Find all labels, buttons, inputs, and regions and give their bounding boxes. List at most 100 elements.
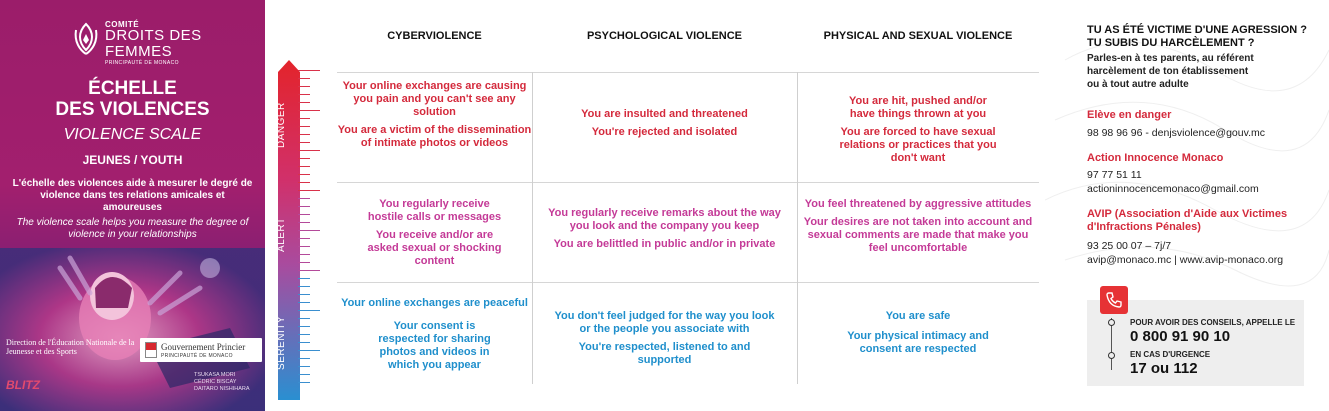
scale-tick: [298, 182, 310, 183]
scale-tick: [298, 310, 320, 311]
scale-tick: [298, 78, 310, 79]
scale-tick: [298, 358, 310, 359]
left-panel: COMITÉ DROITS DES FEMMES PRINCIPAUTÉ DE …: [0, 0, 265, 411]
scale-ticks: [298, 70, 324, 388]
cell-text: You feel threatened by aggressive attitu…: [804, 198, 1032, 210]
flower-logo-icon: [74, 22, 98, 55]
cell-text: You are insulted and threatened: [581, 108, 748, 120]
urgent-phone-numbers[interactable]: 17 ou 112: [1130, 360, 1198, 377]
timeline-dot: [1108, 352, 1115, 359]
scale-tick: [298, 374, 310, 375]
col-header-cyber: CYBERVIOLENCE: [387, 30, 482, 42]
scale-tick: [298, 286, 310, 287]
row-divider: [337, 72, 1039, 73]
timeline-dot: [1108, 319, 1115, 326]
advice-line-1: Parles-en à tes parents, au référent: [1087, 53, 1254, 64]
scale-tick: [298, 302, 310, 303]
cell-text: You are forced to have sexual relations …: [839, 126, 997, 164]
hotline-box: [1087, 300, 1304, 386]
scale-tick: [298, 158, 310, 159]
org-links[interactable]: avip@monaco.mc | www.avip-monaco.org: [1087, 254, 1284, 266]
cell-text: You regularly receive remarks about the …: [548, 207, 781, 232]
question-2: TU SUBIS DU HARCÈLEMENT ?: [1087, 37, 1255, 49]
contour-background: [1045, 41, 1329, 287]
scale-tick: [298, 118, 310, 119]
logo-sub: PRINCIPAUTÉ DE MONACO: [105, 60, 179, 66]
cell-alert-cyber: You regularly receive hostile calls or m…: [337, 198, 532, 273]
scale-arrow-icon: [278, 60, 300, 400]
cell-text: Your desires are not taken into account …: [803, 216, 1033, 254]
phone-button[interactable]: [1100, 286, 1128, 314]
scale-tick: [298, 278, 310, 279]
row-divider: [337, 182, 1039, 183]
scale-tick: [298, 126, 310, 127]
phone-icon: [1106, 292, 1122, 308]
cell-text: You are hit, pushed and/or have things t…: [849, 95, 987, 120]
gov-sub: PRINCIPAUTÉ DE MONACO: [161, 353, 233, 359]
cell-serenity-cyber: Your online exchanges are peaceful Your …: [337, 297, 532, 377]
advice-call-label: POUR AVOIR DES CONSEILS, APPELLE LE: [1130, 318, 1296, 327]
direction-label: Direction de l'Éducation Nationale de la…: [6, 338, 135, 356]
scale-tick: [298, 222, 310, 223]
org-contact: 98 98 96 96 - denjsviolence@gouv.mc: [1087, 127, 1265, 139]
scale-tick: [298, 262, 310, 263]
help-question: TU AS ÉTÉ VICTIME D'UNE AGRESSION ? TU S…: [1087, 24, 1307, 50]
scale-tick: [298, 214, 310, 215]
page-subtitle: VIOLENCE SCALE: [63, 126, 202, 143]
scale-tick: [298, 350, 320, 351]
cell-text: You are safe: [885, 310, 951, 322]
gov-name: Gouvernement Princier: [161, 342, 246, 352]
cell-text: You're respected, listened to and suppor…: [578, 341, 751, 366]
org-phone: 97 77 51 11: [1087, 169, 1142, 181]
audience-label: JEUNES / YOUTH: [82, 153, 183, 167]
cell-text: You receive and/or are asked sexual or s…: [367, 229, 502, 267]
cell-text: You are belittled in public and/or in pr…: [553, 238, 776, 250]
org-name: AVIP (Association d'Aide aux Victimes d'…: [1087, 208, 1288, 233]
scale-tick: [298, 174, 310, 175]
cell-text: Your online exchanges are causing you pa…: [342, 80, 527, 118]
question-1: TU AS ÉTÉ VICTIME D'UNE AGRESSION ?: [1087, 24, 1307, 36]
cell-serenity-psych: You don't feel judged for the way you lo…: [532, 310, 797, 372]
org-name: Elève en danger: [1087, 109, 1172, 121]
scale-tick: [298, 270, 320, 271]
credits: TSUKASA MORI CÉDRIC BISCAY DAITARO NISHI…: [194, 372, 250, 393]
cell-alert-psych: You regularly receive remarks about the …: [532, 207, 797, 256]
scale-tick: [298, 326, 310, 327]
scale-tick: [298, 70, 320, 71]
advice-phone-number[interactable]: 0 800 91 90 10: [1130, 328, 1231, 345]
scale-tick: [298, 294, 310, 295]
credit-3: DAITARO NISHIHARA: [194, 386, 250, 392]
cell-alert-phys: You feel threatened by aggressive attitu…: [797, 198, 1039, 260]
government-logo: Gouvernement Princier PRINCIPAUTÉ DE MON…: [140, 338, 262, 362]
cell-text: Your online exchanges are peaceful: [341, 297, 528, 309]
org-email-link[interactable]: actioninnocencemonaco@gmail.com: [1087, 183, 1259, 195]
scale-tick: [298, 150, 320, 151]
description-en: The violence scale helps you measure the…: [16, 217, 249, 240]
scale-tick: [298, 142, 310, 143]
cell-text: Your physical intimacy and consent are r…: [847, 330, 989, 355]
advice-line-3: ou à tout autre adulte: [1087, 79, 1189, 90]
violence-scale: DANGER ALERT SERENITY: [276, 60, 326, 400]
org-phone: 93 25 00 07 – 7j/7: [1087, 240, 1172, 252]
scale-tick: [298, 238, 310, 239]
org-name: Action Innocence Monaco: [1087, 152, 1224, 164]
row-divider: [337, 282, 1039, 283]
scale-tick: [298, 206, 310, 207]
cell-serenity-phys: You are safe Your physical intimacy and …: [797, 310, 1039, 361]
cell-text: You're rejected and isolated: [591, 126, 738, 138]
scale-tick: [298, 86, 310, 87]
col-header-psych: PSYCHOLOGICAL VIOLENCE: [586, 30, 743, 42]
logo-line2: FEMMES: [105, 43, 173, 60]
scale-tick: [298, 190, 320, 191]
logo-comite: COMITÉ: [105, 20, 140, 29]
cell-text: You don't feel judged for the way you lo…: [554, 310, 775, 335]
scale-tick: [298, 166, 310, 167]
scale-tick: [298, 318, 310, 319]
scale-tick: [298, 246, 310, 247]
title-line2: DES VIOLENCES: [55, 99, 210, 120]
cell-danger-psych: You are insulted and threatened You're r…: [532, 108, 797, 144]
scale-tick: [298, 134, 310, 135]
scale-tick: [298, 382, 310, 383]
cell-text: You regularly receive hostile calls or m…: [367, 198, 502, 223]
cell-text: You are a victim of the dissemination of…: [337, 124, 532, 149]
